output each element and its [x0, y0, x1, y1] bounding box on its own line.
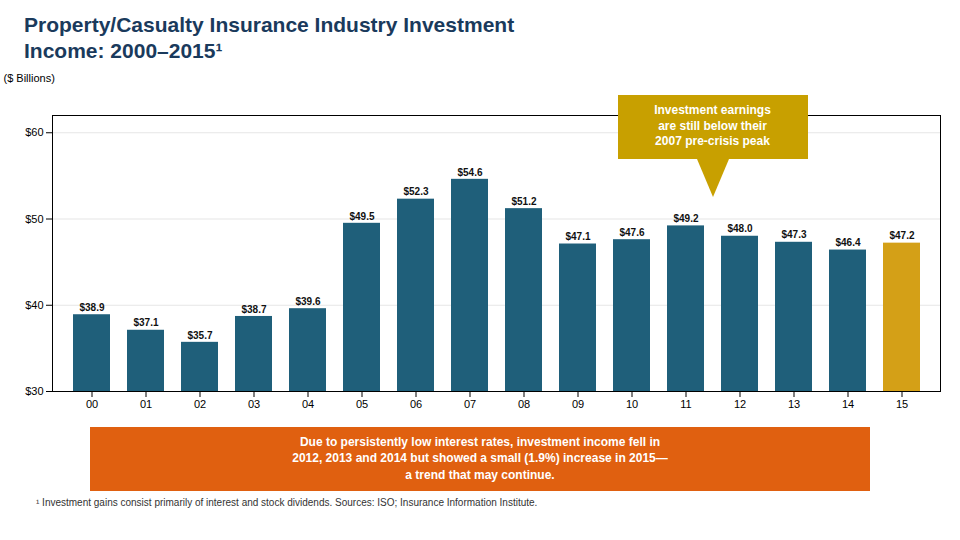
html-text:Property/Casualty Insurance In: Property/Casualty Insurance Industry Inv… — [24, 13, 515, 63]
svg-text:12: 12 — [734, 398, 746, 410]
svg-text:$49.5: $49.5 — [349, 210, 374, 221]
svg-text:05: 05 — [356, 398, 368, 410]
svg-text:$46.4: $46.4 — [835, 237, 860, 248]
svg-text:00: 00 — [86, 398, 98, 410]
svg-text:$49.2: $49.2 — [673, 213, 698, 224]
svg-text:($ Billions): ($ Billions) — [4, 72, 55, 84]
svg-text:$47.1: $47.1 — [565, 231, 590, 242]
svg-text:$50: $50 — [25, 212, 43, 224]
svg-text:$47.3: $47.3 — [781, 229, 806, 240]
svg-text:10: 10 — [626, 398, 638, 410]
svg-text:$52.3: $52.3 — [403, 186, 428, 197]
svg-text:$35.7: $35.7 — [187, 329, 212, 340]
svg-text:09: 09 — [572, 398, 584, 410]
svg-text:$47.2: $47.2 — [889, 230, 914, 241]
svg-text:14: 14 — [842, 398, 854, 410]
svg-text:11: 11 — [680, 398, 691, 410]
svg-text:$48.0: $48.0 — [727, 223, 752, 234]
html-text:Investment earnings are still: Investment earnings are still below thei… — [654, 103, 771, 149]
svg-text:$40: $40 — [25, 298, 43, 310]
svg-text:$37.1: $37.1 — [133, 317, 158, 328]
svg-text:02: 02 — [194, 398, 206, 410]
svg-text:07: 07 — [464, 398, 476, 410]
svg-text:03: 03 — [248, 398, 260, 410]
html-text:Due to persistently low intere: Due to persistently low interest rates, … — [292, 434, 668, 483]
svg-text:$47.6: $47.6 — [619, 226, 644, 237]
svg-text:15: 15 — [896, 398, 908, 410]
svg-text:01: 01 — [140, 398, 152, 410]
svg-text:$54.6: $54.6 — [457, 166, 482, 177]
svg-text:$39.6: $39.6 — [295, 295, 320, 306]
svg-text:06: 06 — [410, 398, 422, 410]
svg-text:13: 13 — [788, 398, 800, 410]
svg-text:08: 08 — [518, 398, 530, 410]
html-text:¹ Investment gains consist pri: ¹ Investment gains consist primarily of … — [36, 496, 538, 508]
svg-text:04: 04 — [302, 398, 314, 410]
svg-text:$38.9: $38.9 — [79, 301, 104, 312]
svg-text:$38.7: $38.7 — [241, 303, 266, 314]
svg-text:$60: $60 — [25, 126, 43, 138]
svg-text:$30: $30 — [25, 385, 43, 397]
svg-text:$51.2: $51.2 — [511, 195, 536, 206]
